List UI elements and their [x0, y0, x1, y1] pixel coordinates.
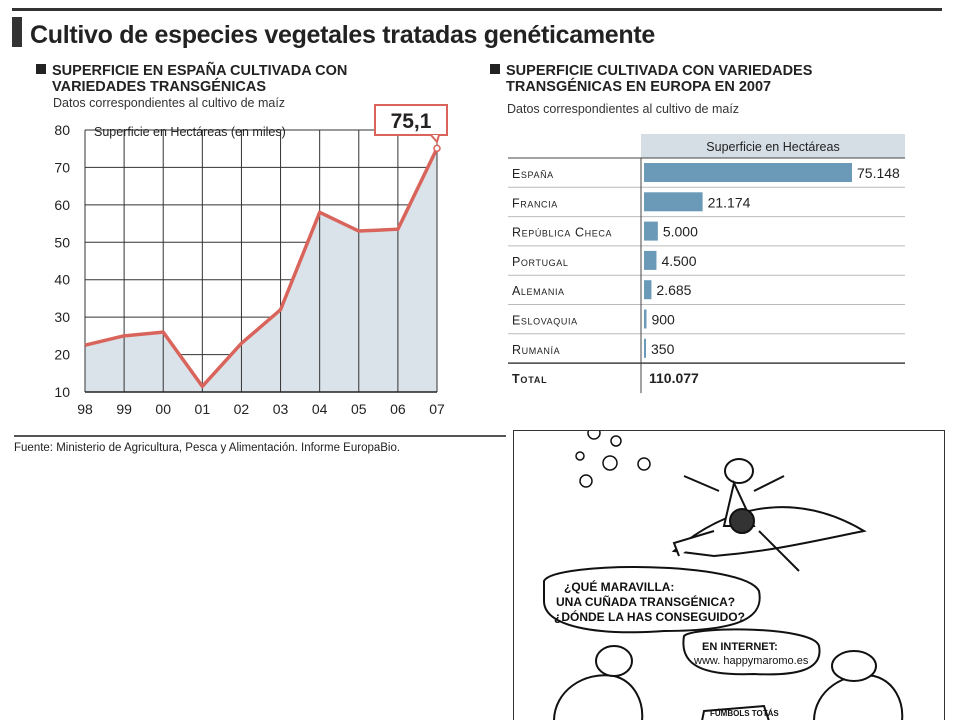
- right-heading: SUPERFICIE CULTIVADA CON VARIEDADES TRAN…: [490, 63, 812, 95]
- left-heading-line2: VARIEDADES TRANSGÉNICAS: [52, 79, 267, 95]
- bar: [644, 163, 852, 182]
- right-heading-line1: SUPERFICIE CULTIVADA CON VARIEDADES: [506, 63, 813, 79]
- x-tick-label: 01: [195, 401, 211, 417]
- source-note: Fuente: Ministerio de Agricultura, Pesca…: [14, 442, 401, 454]
- cartoon-drawing: ¿QUÉ MARAVILLA: UNA CUÑADA TRANSGÉNICA? …: [543, 431, 904, 720]
- speech-text: ¿QUÉ MARAVILLA: UNA CUÑADA TRANSGÉNICA? …: [554, 579, 745, 624]
- heading-square-icon: [490, 64, 500, 74]
- callout-box: [374, 104, 448, 136]
- line-chart: 10 20 30 40 50 60 70 80 98 99 00 01 02 03 04 05 06 07 Su…: [54, 104, 448, 417]
- characters-icon: [553, 645, 904, 720]
- series-line: [84, 147, 439, 389]
- total-value: 110.077: [649, 370, 699, 386]
- left-subtitle: Datos correspondientes al cultivo de maí…: [53, 96, 286, 110]
- y-tick-label: 10: [54, 384, 70, 400]
- flying-figure-icon: [671, 458, 867, 572]
- reply-bubble: [682, 628, 821, 676]
- column-header: Superficie en Hectáreas: [706, 140, 839, 154]
- bar-value-label: 5.000: [663, 224, 698, 240]
- bar: [644, 280, 652, 300]
- left-heading: SUPERFICIE EN ESPAÑA CULTIVADA CON VARIE…: [36, 63, 347, 95]
- bar-value-label: 2.685: [656, 282, 691, 298]
- right-subtitle: Datos correspondientes al cultivo de maí…: [507, 102, 740, 116]
- row-label: Francia: [512, 196, 558, 210]
- bar-value-label: 21.174: [708, 194, 751, 210]
- y-tick-labels: 10 20 30 40 50 60 70 80: [54, 122, 70, 400]
- title-marker: [12, 17, 22, 47]
- vertical-grid: [84, 130, 438, 393]
- reply-text: EN INTERNET:: [702, 641, 778, 653]
- x-tick-label: 03: [273, 401, 289, 417]
- row-label: España: [512, 167, 554, 181]
- x-tick-label: 05: [351, 401, 367, 417]
- page-title: Cultivo de especies vegetales tratadas g…: [30, 21, 655, 49]
- callout-dot: [433, 144, 441, 153]
- y-axis-label: Superficie en Hectáreas (en miles): [94, 125, 286, 139]
- y-tick-label: 60: [54, 197, 70, 213]
- row-label: Eslovaquia: [512, 314, 578, 328]
- row-label: Rumanía: [512, 343, 560, 357]
- y-tick-label: 30: [54, 309, 70, 325]
- sign-text: FÚMBOLS TOTÁS: [710, 709, 779, 718]
- heading-square-icon: [36, 64, 46, 74]
- row-label: Alemania: [512, 284, 565, 298]
- x-tick-label: 04: [312, 401, 328, 417]
- x-tick-label: 06: [390, 401, 406, 417]
- y-tick-label: 50: [54, 234, 70, 250]
- bar-value-label: 4.500: [661, 253, 696, 269]
- speech-bubble: [543, 566, 761, 634]
- y-tick-label: 20: [54, 347, 70, 363]
- row-label: Portugal: [512, 255, 568, 269]
- y-tick-label: 80: [54, 122, 70, 138]
- row-label: República Checa: [512, 226, 612, 240]
- callout-pointer: [430, 134, 440, 145]
- url-text: www. happymaromo.es: [693, 655, 809, 667]
- bar: [644, 192, 703, 212]
- value-callout: 75,1: [374, 104, 448, 153]
- bar-value-label: 75.148: [857, 165, 900, 181]
- area-fill: [85, 148, 437, 392]
- right-heading-line2: TRANSGÉNICAS EN EUROPA EN 2007: [506, 79, 772, 95]
- left-heading-line1: SUPERFICIE EN ESPAÑA CULTIVADA CON: [52, 63, 348, 79]
- footer-divider: [14, 435, 506, 437]
- flowers-icon: [575, 431, 651, 488]
- y-tick-label: 40: [54, 272, 70, 288]
- bar-value-label: 900: [651, 312, 675, 328]
- x-tick-label: 99: [116, 401, 132, 417]
- bar-table: Superficie en Hectáreas España 75.148 Franc…: [508, 134, 905, 394]
- bar: [644, 221, 658, 241]
- title-bar: Cultivo de especies vegetales tratadas g…: [12, 8, 942, 51]
- callout-value: 75,1: [391, 110, 432, 133]
- cartoon-panel: ¿QUÉ MARAVILLA: UNA CUÑADA TRANSGÉNICA? …: [513, 430, 945, 720]
- x-tick-label: 02: [234, 401, 250, 417]
- bar: [644, 338, 646, 358]
- bar: [644, 250, 657, 270]
- column-header-bg: [641, 134, 905, 158]
- bar: [644, 309, 647, 329]
- x-tick-label: 00: [155, 401, 171, 417]
- y-tick-label: 70: [54, 159, 70, 175]
- bar-value-label: 350: [651, 341, 675, 357]
- x-tick-labels: 98 99 00 01 02 03 04 05 06 07: [77, 401, 445, 417]
- total-label: Total: [512, 372, 547, 386]
- x-tick-label: 07: [429, 401, 445, 417]
- x-tick-label: 98: [77, 401, 93, 417]
